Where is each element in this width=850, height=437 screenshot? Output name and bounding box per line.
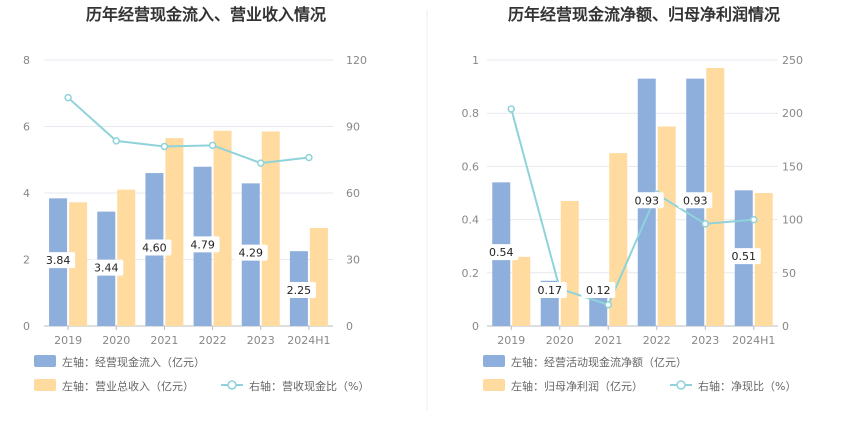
x-tick-label: 2024H1 [732,334,775,347]
left-tick-label: 2 [23,254,30,267]
line-point [750,215,758,224]
x-tick-label: 2022 [199,334,227,347]
data-label-bg [532,282,567,298]
line-point [507,105,515,113]
legend-label: 左轴：经营现金流入（亿元） [62,355,205,369]
bar-secondary [117,189,136,326]
chart-title: 历年经营现金流净额、归母净利润情况 [508,5,780,24]
legend-label: 右轴：营收现金比（%） [249,379,369,393]
left-tick-label: 0 [472,320,479,333]
legend-line-marker [227,380,237,390]
right-tick-label: 60 [346,187,360,200]
left-tick-label: 0.8 [462,107,480,120]
data-label-bg [581,282,616,298]
legend-label: 左轴：经营活动现金流净额（亿元） [511,355,687,369]
bar-secondary [706,67,725,326]
data-label: 4.60 [142,242,167,255]
data-label-bg [233,244,268,261]
legend-line-marker [676,380,686,390]
legend-label: 左轴：营业总收入（亿元） [62,379,194,393]
legend-swatch [34,355,56,367]
legend-swatch [34,379,56,391]
line-point [64,93,72,102]
x-tick-label: 2021 [594,334,622,347]
data-label-bg [281,282,316,298]
left-tick-label: 0.6 [462,160,480,173]
chart-cash-inflow-revenue: 历年经营现金流入、营业收入情况 0 2 4 6 8 0 30 60 90 120 2019 2020 20… [23,5,369,393]
right-tick-label: 50 [782,267,796,280]
bar-secondary [165,138,184,326]
data-label-bg [185,236,220,253]
legend-swatch [483,379,505,391]
line-point [257,159,265,167]
right-tick-label: 250 [782,54,803,67]
line-series [67,96,310,165]
right-tick-label: 150 [782,160,803,173]
bar-secondary [657,126,676,326]
bar-secondary [309,227,328,326]
bar-secondary [512,256,531,326]
data-label-bg [484,244,519,261]
x-tick-label: 2023 [691,334,719,347]
data-label-bg [678,192,713,209]
bar-secondary [261,131,280,326]
right-tick-label: 100 [782,214,803,227]
data-label: 4.79 [190,238,215,251]
data-label: 0.93 [683,194,708,207]
x-tick-label: 2023 [247,334,275,347]
left-tick-label: 8 [23,54,30,67]
bar-secondary [69,202,88,326]
data-label: 0.54 [489,246,514,259]
data-label: 3.84 [46,254,71,267]
data-label-bg [41,252,76,269]
x-tick-label: 2020 [546,334,574,347]
bar-secondary [213,130,232,326]
left-tick-label: 6 [23,121,30,134]
data-label: 0.17 [538,284,563,297]
right-tick-label: 120 [346,54,367,67]
x-tick-label: 2019 [497,334,525,347]
left-tick-label: 1 [472,54,479,67]
data-label-bg [137,239,172,256]
data-label-bg [629,192,664,209]
data-label-bg [726,248,761,265]
chart-title: 历年经营现金流入、营业收入情况 [86,5,326,24]
line-point [305,153,313,162]
bar-secondary [609,153,628,326]
legend-swatch [483,355,505,367]
line-point [112,137,120,145]
x-tick-label: 2022 [643,334,671,347]
left-tick-label: 0.4 [462,214,480,227]
right-tick-label: 0 [782,320,789,333]
data-label-bg [89,259,124,276]
x-tick-label: 2019 [54,334,82,347]
line-series [510,108,754,306]
chart-net-cash-flow-profit: 历年经营现金流净额、归母净利润情况 0 0.2 0.4 0.6 0.8 1 0 50 100 150… [462,5,804,393]
right-tick-label: 90 [346,121,360,134]
line-point [208,141,217,150]
x-tick-label: 2021 [150,334,178,347]
line-point [701,220,709,228]
data-label: 0.12 [586,284,611,297]
bar-secondary [560,200,579,326]
right-tick-label: 0 [346,320,353,333]
data-label: 0.93 [635,194,660,207]
data-label: 3.44 [94,262,119,275]
left-tick-label: 0 [23,320,30,333]
line-point [604,300,612,309]
bar-secondary [754,193,773,326]
data-label: 2.25 [287,284,312,297]
left-tick-label: 4 [23,187,30,200]
right-tick-label: 200 [782,107,803,120]
line-point [160,142,169,151]
left-tick-label: 0.2 [462,267,480,280]
x-tick-label: 2020 [102,334,130,347]
data-label: 4.29 [239,247,264,260]
legend-label: 左轴：归母净利润（亿元） [511,379,643,393]
x-tick-label: 2024H1 [287,334,330,347]
legend-label: 右轴：净现比（%） [698,379,796,393]
right-tick-label: 30 [346,254,360,267]
data-label: 0.51 [732,250,757,263]
